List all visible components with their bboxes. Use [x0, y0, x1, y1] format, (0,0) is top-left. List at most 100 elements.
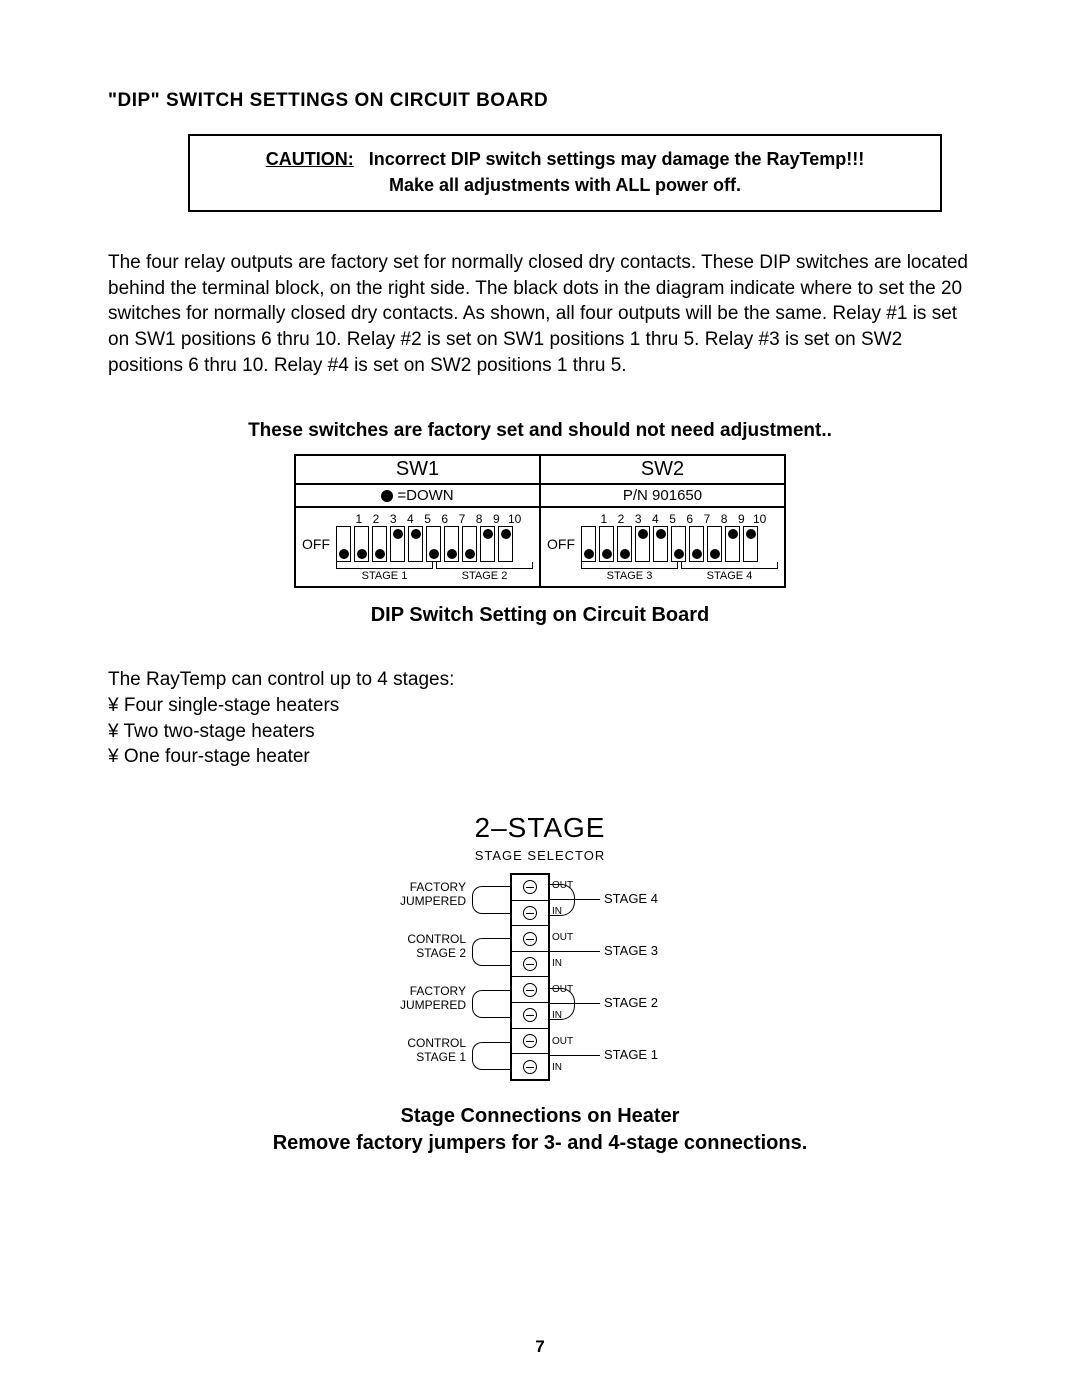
legend-dot-icon [381, 490, 393, 502]
out-label: OUT [552, 1036, 573, 1047]
left-label: CONTROLSTAGE 2 [380, 933, 466, 961]
left-wire [472, 990, 511, 1018]
caution-line2: Make all adjustments with ALL power off. [389, 175, 741, 195]
page-number: 7 [0, 1337, 1080, 1357]
dip-number: 4 [650, 512, 661, 526]
switch-dot-icon [638, 529, 648, 539]
dip-switch [408, 526, 423, 562]
stage-selector-diagram: 2–STAGE STAGE SELECTOR FACTORYJUMPEREDOU… [108, 812, 972, 1157]
switch-dot-icon [584, 549, 594, 559]
dip-switch [617, 526, 632, 562]
terminal [512, 1002, 548, 1028]
right-line [550, 1003, 600, 1004]
dip-switch [372, 526, 387, 562]
switch-dot-icon [602, 549, 612, 559]
stage-brackets: STAGE 1STAGE 2 [302, 564, 533, 582]
body-paragraph: The four relay outputs are factory set f… [108, 250, 972, 378]
screw-icon [523, 906, 537, 920]
right-line [550, 899, 600, 900]
screw-icon [523, 1034, 537, 1048]
dip-number: 2 [371, 512, 382, 526]
out-label: OUT [552, 932, 573, 943]
dip-switch [581, 526, 596, 562]
switch-dot-icon [656, 529, 666, 539]
terminal [512, 1028, 548, 1054]
switch-dot-icon [728, 529, 738, 539]
page: "DIP" SWITCH SETTINGS ON CIRCUIT BOARD C… [0, 0, 1080, 1397]
terminal [512, 875, 548, 900]
switch-dot-icon [710, 549, 720, 559]
dip-switch [498, 526, 513, 562]
dip-switch [462, 526, 477, 562]
jumper-wire [548, 988, 575, 1020]
switch-dot-icon [339, 549, 349, 559]
stage-caption: Stage Connections on Heater Remove facto… [273, 1103, 808, 1157]
right-label: STAGE 4 [604, 891, 658, 906]
right-label: STAGE 1 [604, 1047, 658, 1062]
dip-switch [444, 526, 459, 562]
left-wire [472, 1042, 511, 1070]
dip-block-title: SW1 [296, 456, 539, 485]
dip-number: 10 [753, 512, 764, 526]
dip-switch [635, 526, 650, 562]
dip-switch [653, 526, 668, 562]
switch-row [581, 526, 758, 562]
left-label: CONTROLSTAGE 1 [380, 1037, 466, 1065]
legend-text: P/N 901650 [623, 487, 702, 504]
dip-switch [725, 526, 740, 562]
dip-number: 1 [598, 512, 609, 526]
dip-caption: DIP Switch Setting on Circuit Board [108, 604, 972, 627]
off-label: OFF [547, 536, 581, 562]
section-title: "DIP" SWITCH SETTINGS ON CIRCUIT BOARD [108, 90, 972, 112]
dip-switch [599, 526, 614, 562]
switch-dot-icon [501, 529, 511, 539]
in-label: IN [552, 958, 562, 969]
dip-switch [426, 526, 441, 562]
left-wire [472, 886, 511, 914]
bracket: STAGE 4 [681, 564, 778, 582]
right-line [550, 951, 600, 952]
dip-number: 7 [456, 512, 467, 526]
switch-dot-icon [393, 529, 403, 539]
stages-bullet: ¥ Four single-stage heaters [108, 693, 972, 719]
dip-numbers: 12345678910 [302, 512, 533, 526]
switch-dot-icon [357, 549, 367, 559]
bracket-label: STAGE 1 [336, 570, 433, 582]
dip-switch [354, 526, 369, 562]
dip-number: 1 [353, 512, 364, 526]
screw-icon [523, 1060, 537, 1074]
switch-dot-icon [483, 529, 493, 539]
dip-number: 6 [684, 512, 695, 526]
screw-icon [523, 880, 537, 894]
right-label: STAGE 3 [604, 943, 658, 958]
dip-switch [480, 526, 495, 562]
bracket: STAGE 3 [581, 564, 678, 582]
bracket: STAGE 1 [336, 564, 433, 582]
legend-text: =DOWN [397, 487, 453, 504]
switch-dot-icon [411, 529, 421, 539]
left-label: FACTORYJUMPERED [380, 985, 466, 1013]
dip-number: 8 [474, 512, 485, 526]
dip-number: 4 [405, 512, 416, 526]
switch-dot-icon [465, 549, 475, 559]
switch-dot-icon [674, 549, 684, 559]
bracket-label: STAGE 3 [581, 570, 678, 582]
caution-box: CAUTION: Incorrect DIP switch settings m… [188, 134, 942, 212]
dip-number: 3 [633, 512, 644, 526]
stages-intro: The RayTemp can control up to 4 stages: … [108, 667, 972, 770]
dip-number: 10 [508, 512, 519, 526]
off-label: OFF [302, 536, 336, 562]
dip-number: 2 [616, 512, 627, 526]
dip-number: 5 [422, 512, 433, 526]
dip-body: 12345678910 OFF STAGE 1STAGE 2 [296, 508, 539, 586]
left-wire [472, 938, 511, 966]
switch-dot-icon [746, 529, 756, 539]
dip-switch [743, 526, 758, 562]
dip-row: OFF [302, 526, 533, 562]
dip-switch [671, 526, 686, 562]
terminal [512, 925, 548, 951]
dip-number: 9 [736, 512, 747, 526]
dip-number: 7 [701, 512, 712, 526]
stages-bullet: ¥ Two two-stage heaters [108, 719, 972, 745]
dip-diagram: SW1=DOWN12345678910OFFSTAGE 1STAGE 2SW2P… [108, 454, 972, 588]
